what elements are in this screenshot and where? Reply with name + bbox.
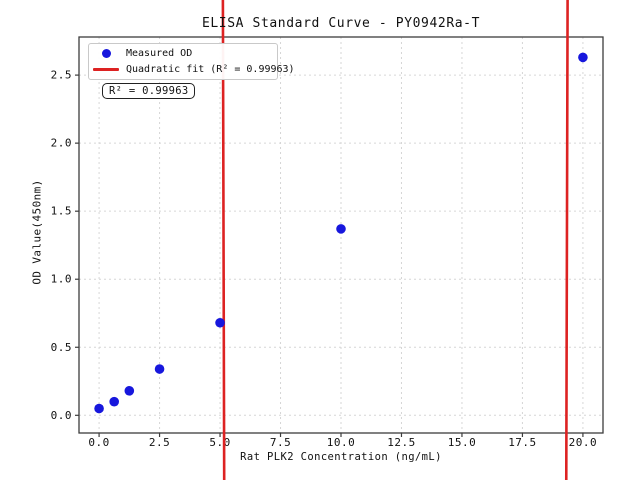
data-point <box>124 386 135 396</box>
x-tick-label: 0.0 <box>88 436 109 449</box>
data-point <box>94 403 104 414</box>
data-point <box>109 396 119 407</box>
legend-label: Quadratic fit (R² = 0.99963) <box>126 64 295 75</box>
y-tick-label: 0.5 <box>51 341 72 354</box>
y-tick-label: 2.5 <box>51 69 72 82</box>
x-tick-label: 12.5 <box>387 436 416 449</box>
x-tick-label: 2.5 <box>149 436 170 449</box>
data-point <box>154 364 165 374</box>
scatter-marker-icon <box>101 49 111 58</box>
x-tick-label: 10.0 <box>327 436 356 449</box>
y-tick-label: 2.0 <box>51 137 72 150</box>
x-tick-label: 20.0 <box>569 436 598 449</box>
data-point <box>578 52 588 63</box>
legend-entry-quadratic-fit: Quadratic fit (R² = 0.99963) <box>93 64 295 75</box>
x-tick-label: 7.5 <box>270 436 291 449</box>
x-axis-label: Rat PLK2 Concentration (ng/mL) <box>240 451 442 463</box>
y-tick-label: 1.5 <box>51 205 72 218</box>
x-tick-label: 5.0 <box>209 436 230 449</box>
data-point <box>336 224 346 234</box>
legend-entry-measured-od: Measured OD <box>93 48 271 59</box>
x-tick-label: 15.0 <box>448 436 477 449</box>
y-tick-label: 1.0 <box>51 273 72 286</box>
chart-title: ELISA Standard Curve - PY0942Ra-T <box>201 16 481 31</box>
legend-marker-box <box>93 49 119 58</box>
legend-label: Measured OD <box>126 48 193 59</box>
y-tick-label: 0.0 <box>51 409 72 422</box>
data-point <box>215 317 225 328</box>
legend: Measured OD Quadratic fit (R² = 0.99963) <box>88 43 295 80</box>
x-tick-label: 17.5 <box>508 436 537 449</box>
legend-marker-box <box>93 68 119 71</box>
r-squared-annotation: R² = 0.99963 <box>102 83 196 99</box>
line-marker-icon <box>93 68 119 71</box>
plot-area-frame <box>78 36 604 434</box>
y-axis-label: OD Value(450nm) <box>30 179 44 285</box>
